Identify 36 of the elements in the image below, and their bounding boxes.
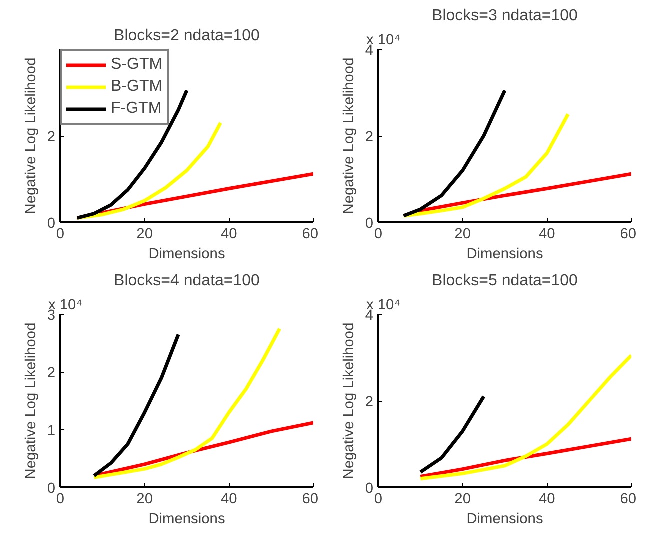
x-tick-label: 60	[302, 492, 319, 508]
x-axis-title: Dimensions	[148, 246, 226, 262]
x-tick-label: 20	[454, 226, 471, 242]
x-tick-label: 60	[302, 226, 319, 242]
legend-label: S-GTM	[111, 56, 163, 74]
y-tick-label: 0	[365, 481, 374, 497]
chart-title: Blocks=2 ndata=100	[114, 28, 260, 44]
x-axis-title: Dimensions	[148, 512, 226, 528]
y-tick-label: 1	[47, 423, 56, 440]
y-tick-label: 0	[47, 216, 56, 232]
x-tick-label: 20	[454, 492, 471, 508]
x-tick-label: 60	[620, 492, 637, 508]
x-tick-label: 20	[136, 226, 153, 242]
y-axis-title: Negative Log Likelihood	[23, 322, 40, 480]
y-tick-label: 2	[47, 130, 56, 146]
chart-title: Blocks=4 ndata=100	[114, 272, 260, 290]
chart-title: Blocks=5 ndata=100	[432, 272, 578, 290]
y-tick-label: 2	[47, 366, 56, 382]
y-tick-label: 2	[365, 394, 374, 410]
y-tick-label: 0	[365, 216, 374, 232]
x-tick-label: 40	[539, 492, 556, 508]
x-axis-title: Dimensions	[466, 246, 544, 262]
y-tick-label: 2	[365, 130, 374, 146]
y-tick-label: 0	[47, 481, 56, 497]
chart-title: Blocks=3 ndata=100	[432, 8, 578, 24]
x-tick-label: 60	[620, 226, 637, 242]
y-axis-title: Negative Log Likelihood	[341, 322, 358, 480]
x-tick-label: 40	[221, 226, 238, 242]
x-axis-title: Dimensions	[466, 512, 544, 528]
y-axis-title: Negative Log Likelihood	[341, 58, 358, 214]
x-tick-label: 40	[221, 492, 238, 508]
x-tick-label: 40	[539, 226, 556, 242]
legend-label: B-GTM	[111, 78, 163, 96]
legend-label: F-GTM	[111, 100, 162, 118]
x-tick-label: 20	[136, 492, 153, 508]
y-axis-title: Negative Log Likelihood	[23, 58, 40, 214]
